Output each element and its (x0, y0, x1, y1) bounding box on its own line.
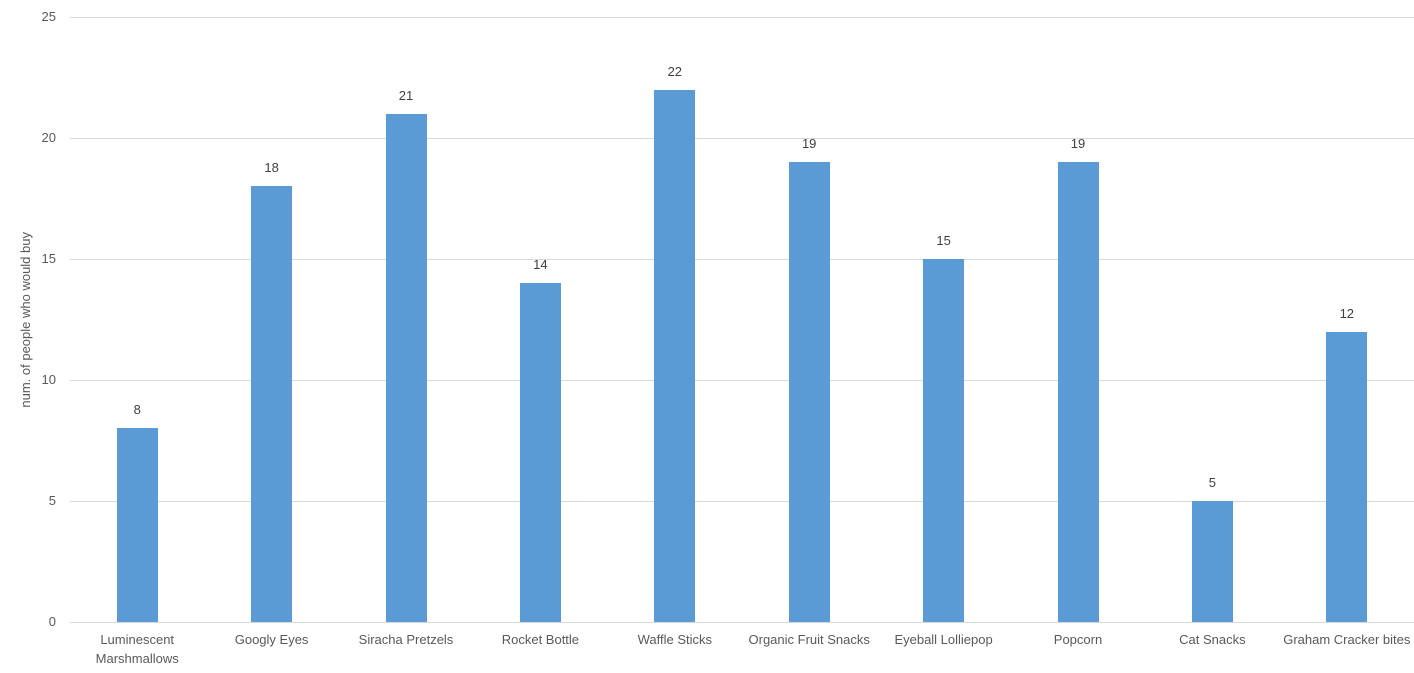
gridline (70, 380, 1414, 381)
y-tick-label: 5 (48, 493, 56, 508)
bar-value-label: 12 (1339, 305, 1355, 321)
bar (1191, 501, 1233, 622)
bar-value-label: 19 (1070, 136, 1086, 152)
x-category-label: Siracha Pretzels (358, 632, 454, 647)
bar (654, 89, 696, 622)
bar (385, 113, 427, 622)
gridline (70, 138, 1414, 139)
y-tick-label: 20 (41, 130, 56, 145)
bar-value-label: 18 (264, 160, 279, 176)
y-tick-label: 10 (41, 372, 56, 387)
y-tick-label: 25 (41, 9, 56, 24)
gridline (70, 259, 1414, 260)
bar-value-label: 5 (1208, 475, 1216, 490)
y-tick-label: 15 (41, 251, 56, 266)
x-category-label: Googly Eyes (234, 632, 309, 647)
gridline (70, 17, 1414, 18)
y-tick-label: 0 (48, 614, 56, 629)
bar-value-label: 19 (801, 136, 817, 152)
bar-value-label: 8 (133, 402, 141, 418)
bar-value-label: 22 (667, 63, 683, 79)
y-axis-title-wrap: num. of people who would buy (14, 17, 36, 622)
gridline (70, 622, 1414, 623)
x-category-label: Eyeball Lolliepop (894, 632, 993, 647)
bar (116, 428, 158, 622)
x-category-label: Organic Fruit Snacks (748, 632, 870, 647)
plot-area: 8 18 21 14 22 19 15 19 5 12 (70, 17, 1414, 623)
x-category-label: Popcorn (1053, 632, 1103, 647)
bar (923, 259, 965, 622)
x-category-label: Cat Snacks (1179, 632, 1246, 647)
x-category-label: Rocket Bottle (501, 632, 580, 647)
bar (788, 162, 830, 622)
bar-value-label: 15 (936, 233, 951, 248)
bar-value-label: 14 (533, 257, 548, 273)
bar-value-label: 21 (398, 87, 414, 103)
bar (1326, 331, 1368, 622)
bar (519, 283, 561, 622)
bar (1057, 162, 1099, 622)
x-category-label: Graham Cracker bites (1283, 632, 1411, 647)
x-category-label: Luminescent Marshmallows (95, 632, 179, 666)
bar (251, 186, 293, 622)
x-category-label: Waffle Sticks (637, 632, 712, 647)
gridline (70, 501, 1414, 502)
